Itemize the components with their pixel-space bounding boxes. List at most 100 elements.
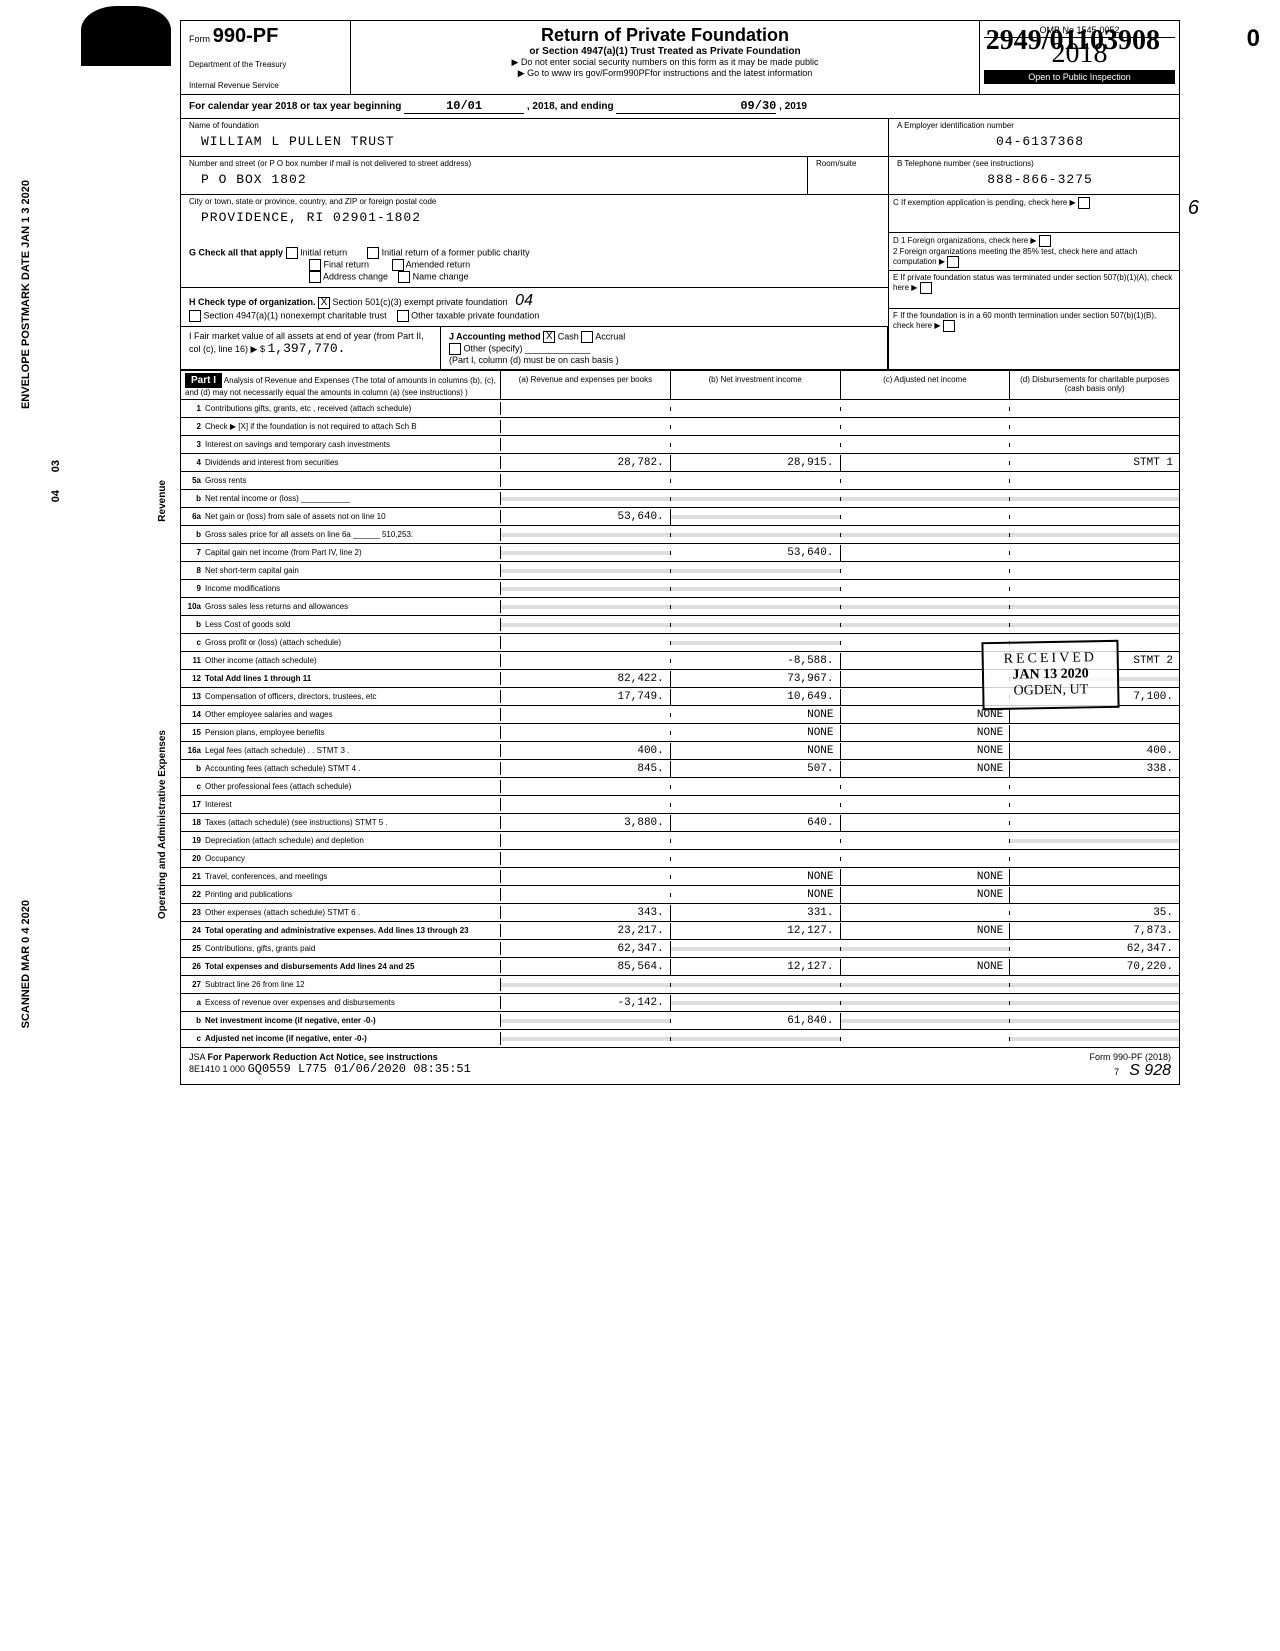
col-a-value[interactable]: 3,880. (501, 815, 671, 831)
fmv-value[interactable]: 1,397,770. (267, 341, 345, 356)
col-d-value[interactable] (1010, 479, 1179, 483)
chk-other-taxable[interactable] (397, 310, 409, 322)
col-d-value[interactable]: 35. (1010, 905, 1179, 921)
col-d-value[interactable]: 7,873. (1010, 923, 1179, 939)
ein-value[interactable]: 04-6137368 (889, 132, 1179, 153)
col-d-value[interactable] (1010, 551, 1179, 555)
col-d-value[interactable] (1010, 443, 1179, 447)
col-b-value[interactable] (671, 983, 841, 987)
col-d-value[interactable]: STMT 1 (1010, 455, 1179, 471)
col-c-value[interactable]: NONE (841, 743, 1011, 759)
col-b-value[interactable] (671, 533, 841, 537)
col-b-value[interactable]: 331. (671, 905, 841, 921)
col-b-value[interactable]: 12,127. (671, 959, 841, 975)
col-a-value[interactable] (501, 425, 671, 429)
tel-value[interactable]: 888-866-3275 (889, 170, 1179, 191)
col-c-value[interactable] (841, 515, 1011, 519)
chk-status-terminated[interactable] (920, 282, 932, 294)
col-a-value[interactable]: 17,749. (501, 689, 671, 705)
col-b-value[interactable]: NONE (671, 725, 841, 741)
foundation-name[interactable]: WILLIAM L PULLEN TRUST (181, 132, 888, 153)
col-c-value[interactable] (841, 821, 1011, 825)
chk-initial-return[interactable] (286, 247, 298, 259)
col-d-value[interactable]: 70,220. (1010, 959, 1179, 975)
col-a-value[interactable]: 82,422. (501, 671, 671, 687)
chk-85pct[interactable] (947, 256, 959, 268)
col-a-value[interactable] (501, 479, 671, 483)
col-a-value[interactable] (501, 659, 671, 663)
col-a-value[interactable] (501, 407, 671, 411)
col-b-value[interactable] (671, 857, 841, 861)
chk-foreign-org[interactable] (1039, 235, 1051, 247)
col-a-value[interactable]: 62,347. (501, 941, 671, 957)
col-a-value[interactable] (501, 587, 671, 591)
col-b-value[interactable] (671, 605, 841, 609)
col-d-value[interactable] (1010, 515, 1179, 519)
chk-amended[interactable] (392, 259, 404, 271)
col-c-value[interactable] (841, 857, 1011, 861)
col-a-value[interactable] (501, 839, 671, 843)
col-c-value[interactable]: NONE (841, 725, 1011, 741)
col-d-value[interactable] (1010, 893, 1179, 897)
col-a-value[interactable]: 845. (501, 761, 671, 777)
col-b-value[interactable]: 53,640. (671, 545, 841, 561)
col-a-value[interactable] (501, 569, 671, 573)
col-b-value[interactable] (671, 425, 841, 429)
col-d-value[interactable] (1010, 785, 1179, 789)
col-a-value[interactable]: 28,782. (501, 455, 671, 471)
chk-former-charity[interactable] (367, 247, 379, 259)
col-c-value[interactable]: NONE (841, 869, 1011, 885)
col-d-value[interactable] (1010, 731, 1179, 735)
col-d-value[interactable]: 400. (1010, 743, 1179, 759)
col-b-value[interactable] (671, 785, 841, 789)
col-b-value[interactable] (671, 623, 841, 627)
col-d-value[interactable] (1010, 623, 1179, 627)
col-d-value[interactable] (1010, 605, 1179, 609)
chk-exemption-pending[interactable] (1078, 197, 1090, 209)
col-b-value[interactable] (671, 641, 841, 645)
col-b-value[interactable] (671, 587, 841, 591)
col-a-value[interactable] (501, 443, 671, 447)
col-b-value[interactable] (671, 443, 841, 447)
col-c-value[interactable] (841, 407, 1011, 411)
col-c-value[interactable] (841, 623, 1011, 627)
col-c-value[interactable] (841, 983, 1011, 987)
chk-501c3[interactable]: X (318, 297, 330, 309)
col-b-value[interactable]: 12,127. (671, 923, 841, 939)
col-b-value[interactable]: 10,649. (671, 689, 841, 705)
col-d-value[interactable] (1010, 821, 1179, 825)
col-a-value[interactable] (501, 875, 671, 879)
col-a-value[interactable] (501, 497, 671, 501)
chk-accrual[interactable] (581, 331, 593, 343)
tax-year-end[interactable]: 09/30 (616, 99, 776, 114)
col-a-value[interactable]: 400. (501, 743, 671, 759)
col-c-value[interactable] (841, 569, 1011, 573)
col-d-value[interactable] (1010, 533, 1179, 537)
col-d-value[interactable] (1010, 857, 1179, 861)
col-a-value[interactable]: 85,564. (501, 959, 671, 975)
col-d-value[interactable] (1010, 839, 1179, 843)
col-c-value[interactable] (841, 839, 1011, 843)
col-c-value[interactable] (841, 1037, 1011, 1041)
col-c-value[interactable] (841, 605, 1011, 609)
col-a-value[interactable] (501, 893, 671, 897)
tax-year-start[interactable]: 10/01 (404, 99, 524, 114)
col-d-value[interactable] (1010, 425, 1179, 429)
col-b-value[interactable] (671, 839, 841, 843)
col-a-value[interactable] (501, 713, 671, 717)
chk-cash[interactable]: X (543, 331, 555, 343)
col-c-value[interactable] (841, 479, 1011, 483)
col-c-value[interactable] (841, 533, 1011, 537)
col-b-value[interactable]: NONE (671, 707, 841, 723)
chk-name-change[interactable] (398, 271, 410, 283)
col-b-value[interactable]: NONE (671, 869, 841, 885)
col-c-value[interactable]: NONE (841, 923, 1011, 939)
col-a-value[interactable] (501, 803, 671, 807)
col-a-value[interactable] (501, 641, 671, 645)
col-c-value[interactable] (841, 803, 1011, 807)
col-b-value[interactable]: -8,588. (671, 653, 841, 669)
col-c-value[interactable] (841, 1019, 1011, 1023)
col-b-value[interactable] (671, 479, 841, 483)
city-state-zip[interactable]: PROVIDENCE, RI 02901-1802 (181, 208, 888, 229)
col-a-value[interactable] (501, 785, 671, 789)
